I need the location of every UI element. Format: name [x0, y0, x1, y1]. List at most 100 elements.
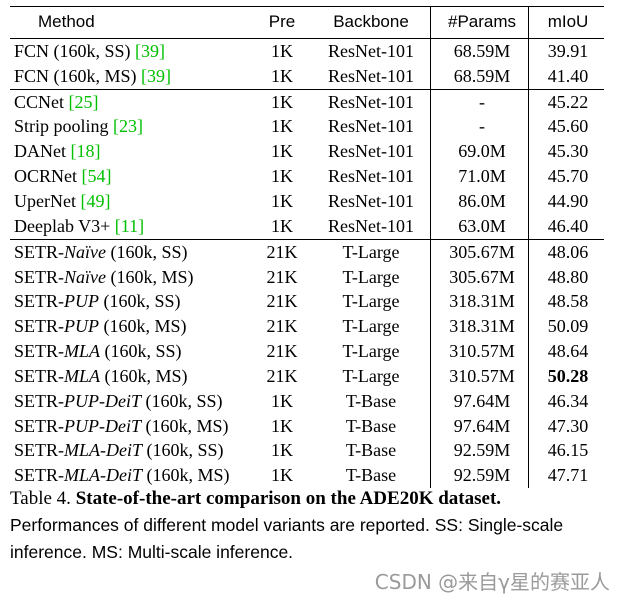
pre-cell: 1K [271, 415, 293, 436]
method-variant: MLA [64, 341, 101, 362]
method-cell: Strip pooling [23] [14, 115, 143, 140]
table-row: CCNet [25] 1K ResNet-101 - 45.22 [10, 90, 604, 115]
params-cell: 318.31M [449, 316, 515, 337]
method-name: OCRNet [14, 166, 82, 187]
table-row: Strip pooling [23] 1K ResNet-101 - 45.60 [10, 115, 604, 140]
method-setting: (160k, MS) [106, 266, 194, 287]
pre-cell: 1K [271, 65, 293, 86]
backbone-cell: T-Large [342, 291, 400, 312]
method-setting: (160k, SS) [100, 341, 182, 362]
citation-link[interactable]: [11] [114, 215, 145, 236]
method-cell: SETR- PUP (160k, MS) [14, 314, 187, 339]
miou-cell: 41.40 [547, 65, 589, 86]
method-cell: OCRNet [54] [14, 164, 112, 189]
table-top-rule [10, 6, 604, 7]
backbone-cell: ResNet-101 [328, 91, 414, 112]
method-name: FCN (160k, MS) [14, 65, 142, 86]
method-variant: PUP [64, 316, 100, 337]
citation-link[interactable]: [39] [141, 65, 172, 86]
citation-link[interactable]: [25] [68, 91, 99, 112]
pre-cell: 1K [271, 141, 293, 162]
method-setting: (160k, MS) [100, 365, 188, 386]
backbone-cell: T-Large [342, 365, 400, 386]
table-row: SETR- Naïve (160k, MS) 21K T-Large 305.67M 48… [10, 265, 604, 290]
params-cell: 69.0M [458, 141, 506, 162]
citation-link[interactable]: [18] [70, 141, 101, 162]
method-setting: (160k, MS) [99, 316, 187, 337]
method-setting: (160k, MS) [142, 465, 230, 486]
method-variant: MLA-DeiT [64, 465, 143, 486]
table-row: SETR- MLA-DeiT (160k, MS) 1K T-Base 92.59M 47… [10, 463, 604, 488]
header-pre: Pre [268, 12, 296, 31]
method-name: Deeplab V3+ [14, 215, 115, 236]
pre-cell: 1K [271, 116, 293, 137]
miou-cell: 47.71 [547, 465, 589, 486]
method-variant: Naïve [64, 266, 107, 287]
backbone-cell: T-Base [345, 440, 397, 461]
caption-body: Performances of different model variants… [10, 515, 564, 562]
method-cell: DANet [18] [14, 139, 101, 164]
pre-cell: 1K [271, 390, 293, 411]
header-backbone: Backbone [333, 12, 409, 31]
method-cell: CCNet [25] [14, 90, 99, 115]
citation-link[interactable]: [39] [135, 40, 166, 61]
pre-cell: 21K [266, 266, 298, 287]
header-miou: mIoU [547, 12, 589, 31]
method-name: FCN (160k, SS) [14, 40, 136, 61]
table-row: SETR- PUP (160k, SS) 21K T-Large 318.31M 48.5… [10, 289, 604, 314]
column-divider-params [430, 6, 431, 489]
miou-cell: 46.40 [547, 215, 589, 236]
table-row: SETR- MLA (160k, SS) 21K T-Large 310.57M 48.6… [10, 339, 604, 364]
backbone-cell: T-Large [342, 241, 400, 262]
citation-link[interactable]: [54] [81, 166, 112, 187]
method-name: SETR- [14, 440, 65, 461]
pre-cell: 21K [266, 241, 298, 262]
params-cell: 68.59M [453, 40, 511, 61]
miou-cell: 45.70 [547, 166, 589, 187]
backbone-cell: T-Large [342, 316, 400, 337]
method-name: SETR- [14, 415, 65, 436]
params-cell: 310.57M [449, 365, 515, 386]
table-caption: Table 4. State-of-the-art comparison on … [10, 486, 610, 566]
miou-cell: 39.91 [547, 40, 589, 61]
watermark: CSDN @来自γ星的赛亚人 [374, 570, 610, 594]
method-cell: SETR- PUP (160k, SS) [14, 289, 181, 314]
table-row: SETR- PUP-DeiT (160k, MS) 1K T-Base 97.64M 47… [10, 414, 604, 439]
group-separator [10, 38, 604, 39]
pre-cell: 1K [271, 215, 293, 236]
method-name: SETR- [14, 316, 65, 337]
pre-cell: 21K [266, 316, 298, 337]
method-name: SETR- [14, 341, 65, 362]
table-row: SETR- MLA (160k, MS) 21K T-Large 310.57M 50.2… [10, 364, 604, 389]
method-cell: SETR- MLA (160k, MS) [14, 364, 188, 389]
method-cell: SETR- Naïve (160k, MS) [14, 265, 194, 290]
miou-cell: 48.06 [547, 241, 589, 262]
method-cell: SETR- PUP-DeiT (160k, SS) [14, 389, 223, 414]
method-name: CCNet [14, 91, 69, 112]
miou-cell: 46.15 [547, 440, 589, 461]
method-cell: SETR- MLA-DeiT (160k, MS) [14, 463, 230, 488]
pre-cell: 21K [266, 341, 298, 362]
params-cell: 305.67M [449, 241, 515, 262]
citation-link[interactable]: [23] [113, 116, 144, 137]
miou-cell: 50.09 [547, 316, 589, 337]
method-name: UperNet [14, 190, 81, 211]
method-setting: (160k, SS) [141, 390, 223, 411]
pre-cell: 21K [266, 291, 298, 312]
miou-cell: 47.30 [547, 415, 589, 436]
params-cell: 305.67M [449, 266, 515, 287]
miou-cell: 48.64 [547, 341, 589, 362]
params-cell: 63.0M [458, 215, 506, 236]
params-cell: 97.64M [453, 390, 511, 411]
group-separator [10, 238, 604, 240]
pre-cell: 1K [271, 465, 293, 486]
backbone-cell: T-Base [345, 465, 397, 486]
method-cell: SETR- Naïve (160k, SS) [14, 240, 188, 265]
method-variant: Naïve [64, 241, 107, 262]
method-name: SETR- [14, 465, 65, 486]
params-cell: 310.57M [449, 341, 515, 362]
table-body: FCN (160k, SS) [39] 1K ResNet-101 68.59M 39.… [10, 38, 604, 488]
citation-link[interactable]: [49] [80, 190, 111, 211]
backbone-cell: ResNet-101 [328, 190, 414, 211]
pre-cell: 21K [266, 365, 298, 386]
